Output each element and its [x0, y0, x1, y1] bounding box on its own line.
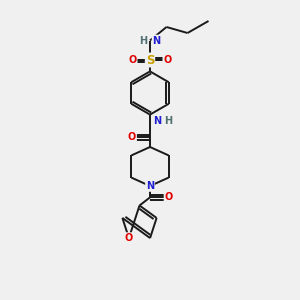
Text: O: O [164, 192, 173, 203]
Text: O: O [163, 55, 172, 65]
Text: N: N [146, 181, 154, 191]
Text: H: H [139, 35, 148, 46]
Text: S: S [146, 53, 154, 67]
Text: H: H [164, 116, 173, 126]
Text: N: N [152, 35, 161, 46]
Text: O: O [128, 132, 136, 142]
Text: N: N [153, 116, 162, 126]
Text: O: O [125, 233, 133, 243]
Text: O: O [128, 55, 137, 65]
